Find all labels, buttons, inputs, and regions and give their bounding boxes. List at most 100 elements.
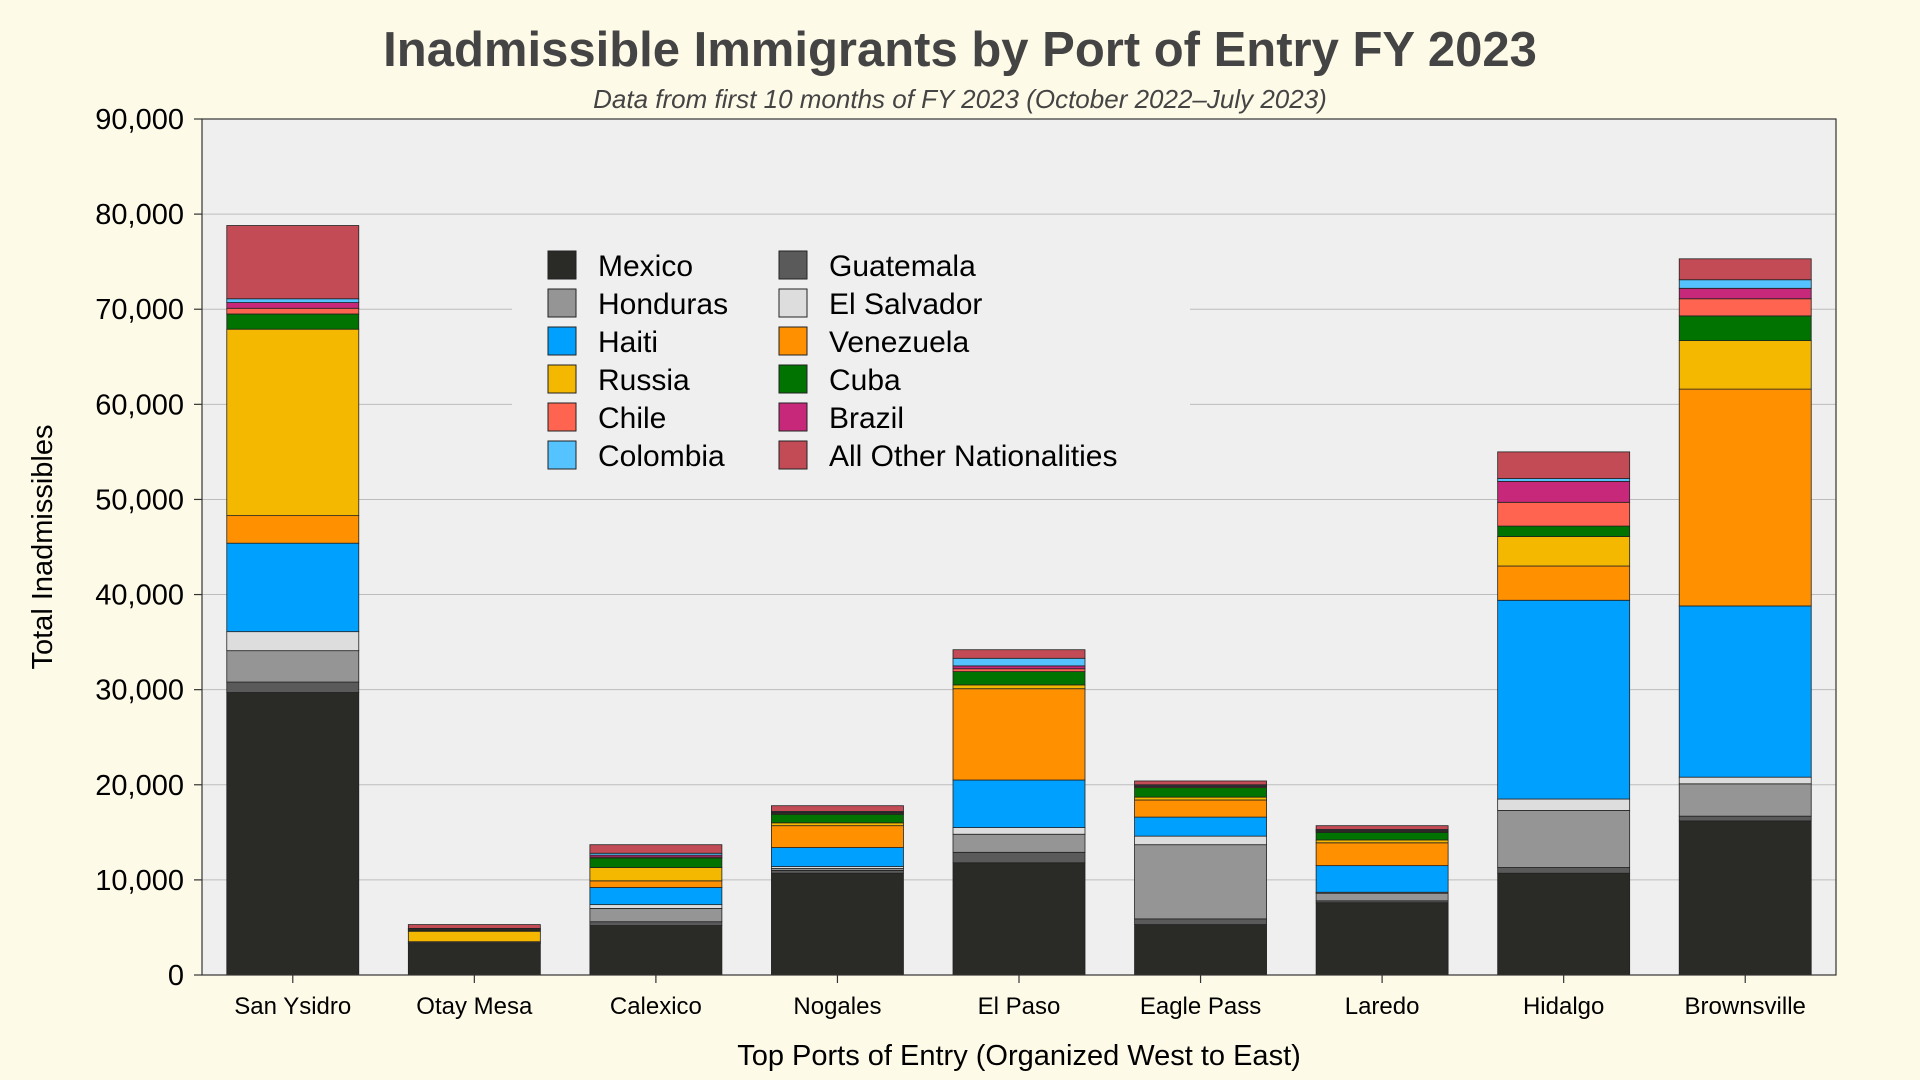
- bar-segment: [1678, 287, 1812, 300]
- bar-segment: [1497, 599, 1631, 800]
- y-tick-label: 80,000: [95, 199, 184, 231]
- bar-segment: [952, 657, 1086, 667]
- bar-segment: [1497, 798, 1631, 811]
- bar-segment: [589, 887, 723, 906]
- bar-segment: [589, 904, 723, 909]
- legend-swatch: [778, 250, 808, 280]
- bar-segment: [771, 805, 904, 812]
- bar-segment: [1134, 835, 1267, 846]
- bar-segment: [1315, 839, 1449, 844]
- bar-segment: [407, 924, 541, 929]
- bar-segment: [226, 681, 360, 693]
- bar-segment: [1315, 842, 1449, 867]
- bar-segment: [771, 847, 904, 867]
- bar-segment: [226, 631, 360, 652]
- y-axis-label: Total Inadmissibles: [27, 425, 59, 670]
- bar-segment: [952, 688, 1086, 781]
- bar-segment: [1315, 892, 1449, 902]
- x-axis-label: Top Ports of Entry (Organized West to Ea…: [737, 1040, 1301, 1072]
- bar-segment: [1678, 315, 1812, 342]
- bar-segment: [1134, 780, 1267, 786]
- y-tick-label: 20,000: [95, 770, 184, 802]
- bar-segment: [1678, 815, 1812, 822]
- legend-label: Russia: [598, 364, 690, 397]
- bar-segment: [1497, 478, 1631, 482]
- legend: Mexico Honduras Haiti Russia Chile Colombia Gu…: [512, 232, 1190, 478]
- bar-segment: [771, 825, 904, 848]
- bar-segment: [952, 833, 1086, 853]
- bar-segment: [1678, 298, 1812, 317]
- bar-segment: [407, 930, 541, 943]
- bar-segment: [226, 298, 360, 303]
- bar-segment: [952, 827, 1086, 835]
- legend-swatch: [778, 440, 808, 470]
- bar-segment: [589, 880, 723, 888]
- bar-segment: [771, 813, 904, 824]
- bar-segment: [1678, 783, 1812, 817]
- bar-segment: [1315, 825, 1449, 830]
- bar-segment: [952, 649, 1086, 659]
- legend-label: Colombia: [598, 440, 725, 473]
- x-tick-label: Hidalgo: [1523, 993, 1604, 1020]
- bar-segment: [1134, 796, 1267, 801]
- bar-segment: [771, 869, 904, 874]
- bar-segment: [226, 302, 360, 309]
- legend-label: Mexico: [598, 250, 693, 283]
- bar-segment: [952, 671, 1086, 686]
- legend-box: [512, 232, 1190, 478]
- bar-segment: [952, 862, 1086, 976]
- bar-segment: [589, 844, 723, 854]
- bar-segment: [226, 225, 360, 300]
- bar-segment: [407, 943, 541, 976]
- bar-segment: [1678, 820, 1812, 976]
- legend-label: All Other Nationalities: [829, 440, 1117, 473]
- bar-segment: [952, 779, 1086, 828]
- x-tick-label: Brownsville: [1685, 993, 1806, 1020]
- y-tick-label: 90,000: [95, 104, 184, 136]
- bar-segment: [226, 313, 360, 330]
- legend-swatch: [547, 288, 577, 318]
- y-axis-ticks: 0 10,000 20,000 30,000 40,000 50,000 60,000 70,…: [95, 104, 202, 992]
- bar-segment: [589, 857, 723, 868]
- bar-segment: [1497, 872, 1631, 976]
- bar-segment: [1134, 918, 1267, 925]
- legend-swatch: [547, 402, 577, 432]
- bar-segment: [1315, 902, 1449, 976]
- bar-segment: [589, 925, 723, 976]
- x-axis-ticks: San Ysidro Otay Mesa Calexico Nogales El Pas…: [234, 975, 1806, 1020]
- y-tick-label: 10,000: [95, 865, 184, 897]
- bar-segment: [226, 650, 360, 683]
- bar-segment: [226, 542, 360, 633]
- bar-segment: [1678, 388, 1812, 607]
- legend-label: Chile: [598, 402, 666, 435]
- bar-segment: [1678, 279, 1812, 289]
- bar-segment: [952, 851, 1086, 864]
- bar-segment: [589, 867, 723, 882]
- legend-swatch: [547, 440, 577, 470]
- legend-swatch: [547, 364, 577, 394]
- bar-segment: [1497, 451, 1631, 479]
- legend-swatch: [547, 326, 577, 356]
- legend-swatch: [778, 326, 808, 356]
- bar-segment: [771, 872, 904, 976]
- bar-segment: [1497, 501, 1631, 527]
- bar-segment: [1134, 924, 1267, 976]
- y-tick-label: 0: [168, 960, 184, 992]
- bar-segment: [1678, 776, 1812, 785]
- y-tick-label: 70,000: [95, 294, 184, 326]
- legend-label: Honduras: [598, 288, 728, 321]
- legend-swatch: [778, 288, 808, 318]
- bar-segment: [1134, 799, 1267, 818]
- bar-segment: [589, 921, 723, 926]
- legend-swatch: [778, 402, 808, 432]
- bar-segment: [952, 665, 1086, 670]
- x-tick-label: San Ysidro: [234, 993, 351, 1020]
- bar-segment: [1497, 525, 1631, 537]
- bar-segment: [952, 684, 1086, 690]
- chart-subtitle: Data from first 10 months of FY 2023 (Oc…: [593, 84, 1327, 114]
- bar-segment: [1497, 536, 1631, 567]
- bar-segment: [1497, 810, 1631, 868]
- bar-segment: [226, 307, 360, 315]
- x-tick-label: Laredo: [1345, 993, 1420, 1020]
